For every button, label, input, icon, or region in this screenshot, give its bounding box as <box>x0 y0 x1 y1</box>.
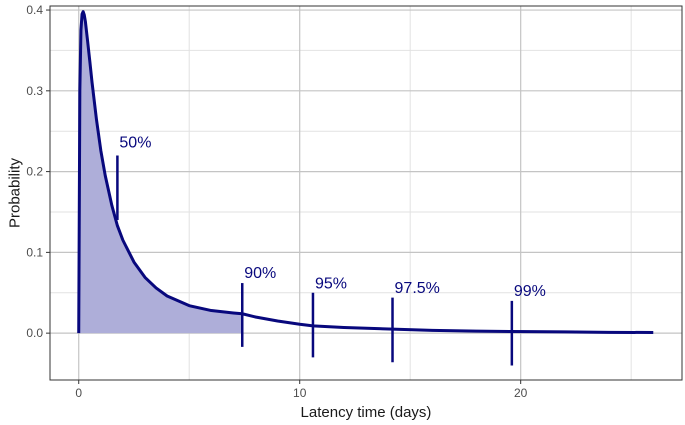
density-curve <box>77 10 654 335</box>
y-axis-title: Probability <box>6 157 23 228</box>
percentile-label: 97.5% <box>395 280 440 297</box>
y-tick-label: 0.3 <box>26 84 43 98</box>
percentile-label: 90% <box>244 265 276 282</box>
x-axis-title: Latency time (days) <box>301 404 432 421</box>
density-curve-layer <box>77 10 654 335</box>
x-tick-label: 20 <box>514 386 528 400</box>
percentile-label: 95% <box>315 276 347 293</box>
shaded-area-layer <box>78 11 243 334</box>
percentile-markers: 50% 90% 95% 97.5% 99% <box>116 134 546 366</box>
panel-border <box>49 5 683 381</box>
shaded-area-90 <box>78 11 243 334</box>
percentile-label: 50% <box>119 134 151 151</box>
x-tick-label: 0 <box>75 386 82 400</box>
y-tick-label: 0.0 <box>26 326 43 340</box>
y-tick-label: 0.4 <box>26 3 43 17</box>
y-tick-label: 0.2 <box>26 165 43 179</box>
x-tick-label: 10 <box>293 386 307 400</box>
axis-ticks: 0 10 20 0.0 0.1 0.2 0.3 0.4 <box>26 3 527 400</box>
percentile-label: 99% <box>514 283 546 300</box>
y-tick-label: 0.1 <box>26 245 43 259</box>
